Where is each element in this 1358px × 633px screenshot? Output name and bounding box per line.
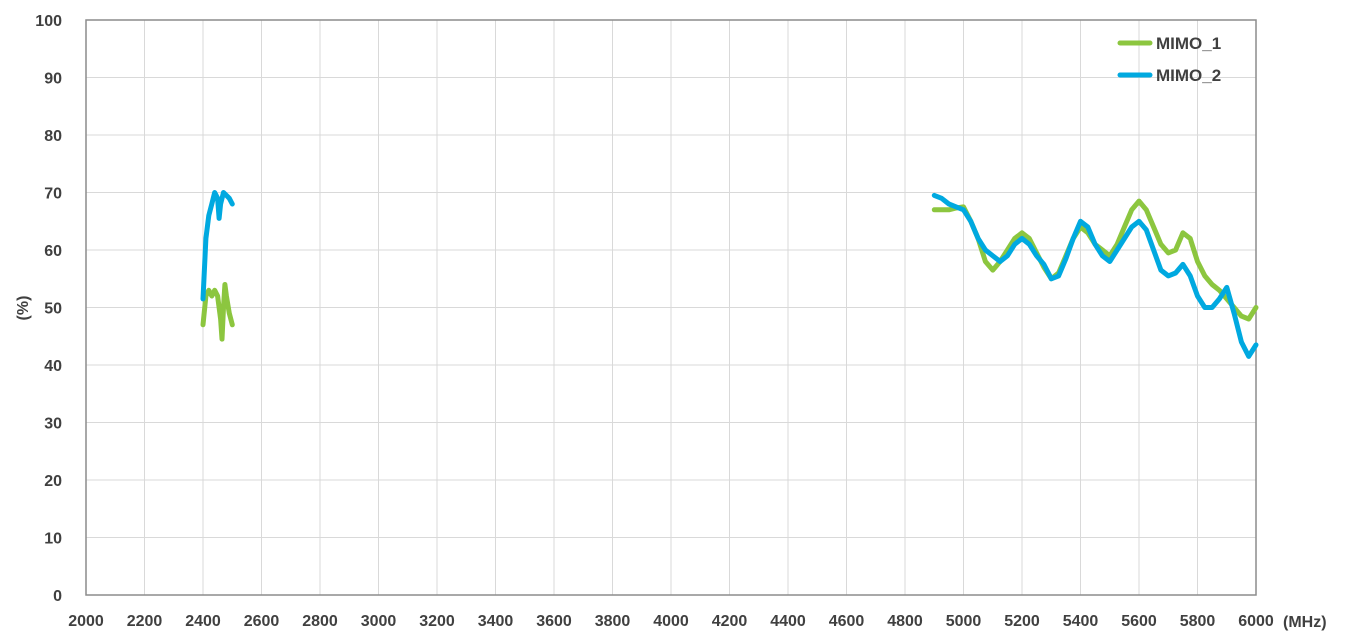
x-tick-label-3: 2600 bbox=[244, 613, 280, 630]
y-tick-label-9: 90 bbox=[44, 71, 62, 88]
series-mimo-2-line-2 bbox=[931, 192, 1259, 359]
x-tick-label-4: 2800 bbox=[302, 613, 338, 630]
x-tick-label-7: 3400 bbox=[478, 613, 514, 630]
y-tick-label-0: 0 bbox=[53, 588, 62, 605]
x-tick-label-12: 4400 bbox=[770, 613, 806, 630]
y-tick-label-1: 10 bbox=[44, 531, 62, 548]
legend-label-1: MIMO_1 bbox=[1156, 34, 1221, 53]
grid bbox=[85, 19, 1257, 596]
y-tick-label-4: 40 bbox=[44, 358, 62, 375]
x-tick-label-18: 5600 bbox=[1121, 613, 1157, 630]
x-axis-unit: (MHz) bbox=[1283, 614, 1327, 631]
x-tick-label-10: 4000 bbox=[653, 613, 689, 630]
x-tick-label-1: 2200 bbox=[127, 613, 163, 630]
x-tick-label-8: 3600 bbox=[536, 613, 572, 630]
y-tick-label-10: 100 bbox=[35, 13, 62, 30]
legend-label-2: MIMO_2 bbox=[1156, 66, 1221, 85]
y-tick-label-3: 30 bbox=[44, 416, 62, 433]
legend: MIMO_1 MIMO_2 bbox=[1117, 34, 1221, 85]
x-tick-label-11: 4200 bbox=[712, 613, 748, 630]
y-tick-labels: 0 10 20 30 40 50 60 70 80 90 100 bbox=[35, 13, 62, 605]
x-tick-label-6: 3200 bbox=[419, 613, 455, 630]
x-tick-label-5: 3000 bbox=[361, 613, 397, 630]
x-tick-label-2: 2400 bbox=[185, 613, 221, 630]
x-tick-label-13: 4600 bbox=[829, 613, 865, 630]
x-tick-labels: 2000 2200 2400 2600 2800 3000 3200 3400 3600 3800… bbox=[68, 613, 1274, 630]
x-tick-label-20: 6000 bbox=[1238, 613, 1274, 630]
y-tick-label-5: 50 bbox=[44, 301, 62, 318]
series-mimo-1-line-2 bbox=[931, 198, 1259, 322]
series-lines bbox=[200, 190, 1259, 359]
y-tick-label-6: 60 bbox=[44, 243, 62, 260]
y-tick-label-7: 70 bbox=[44, 186, 62, 203]
y-tick-label-2: 20 bbox=[44, 473, 62, 490]
x-tick-label-16: 5200 bbox=[1004, 613, 1040, 630]
x-tick-label-9: 3800 bbox=[595, 613, 631, 630]
x-tick-label-0: 2000 bbox=[68, 613, 104, 630]
x-tick-label-15: 5000 bbox=[946, 613, 982, 630]
x-tick-label-17: 5400 bbox=[1063, 613, 1099, 630]
series-mimo-1-line-1 bbox=[200, 282, 235, 342]
series-mimo-2-line-1 bbox=[200, 190, 235, 302]
x-tick-label-19: 5800 bbox=[1180, 613, 1216, 630]
y-axis-title: (%) bbox=[15, 296, 32, 321]
y-tick-label-8: 80 bbox=[44, 128, 62, 145]
x-tick-label-14: 4800 bbox=[887, 613, 923, 630]
